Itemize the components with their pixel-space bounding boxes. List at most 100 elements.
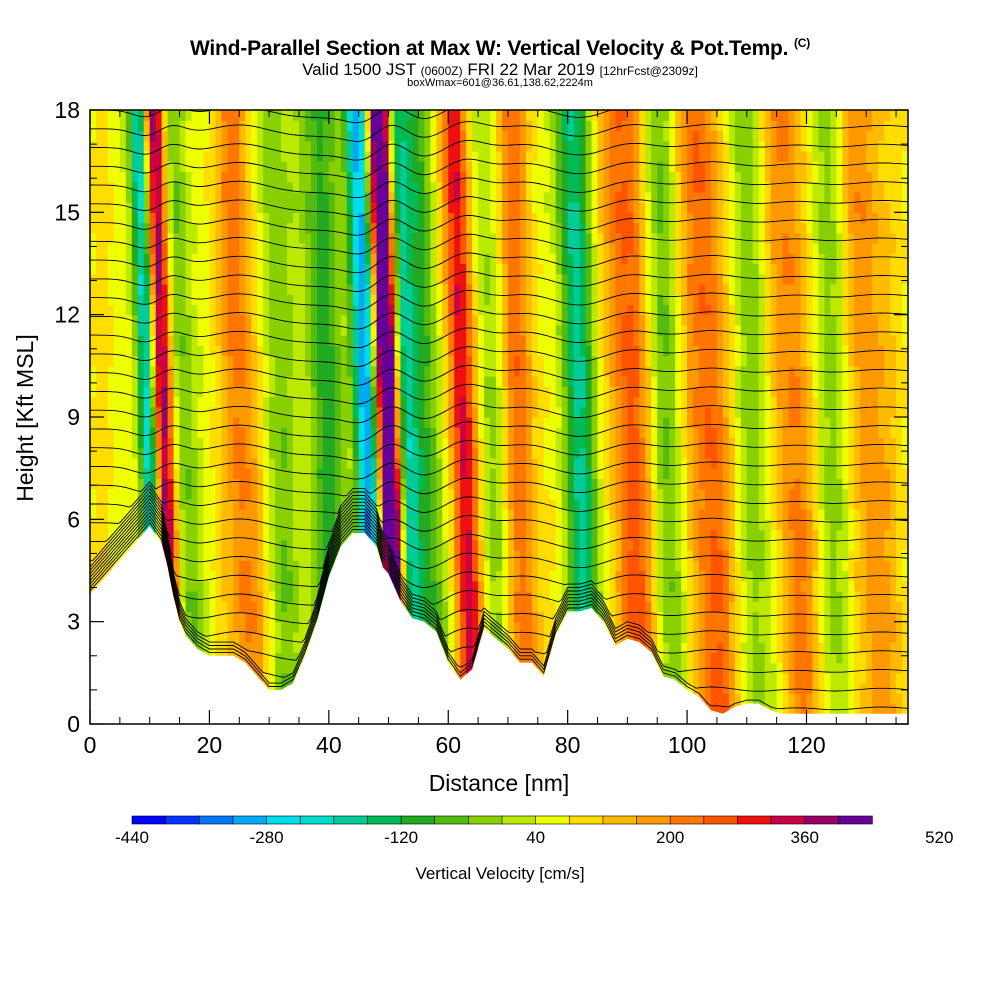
velocity-cell [710, 652, 718, 664]
velocity-cell [507, 437, 515, 449]
velocity-cell [352, 468, 360, 479]
velocity-cell [549, 529, 557, 541]
velocity-cell [245, 652, 252, 664]
velocity-cell [406, 457, 414, 469]
velocity-cell [681, 662, 688, 674]
velocity-cell [436, 570, 443, 582]
velocity-cell [173, 468, 181, 479]
velocity-cell [501, 488, 509, 500]
velocity-cell [125, 345, 133, 357]
velocity-cell [215, 437, 222, 449]
velocity-cell [830, 457, 837, 469]
velocity-cell [346, 427, 354, 439]
velocity-cell [555, 611, 563, 623]
velocity-cell [561, 457, 569, 469]
velocity-cell [131, 417, 139, 428]
velocity-cell [316, 417, 324, 428]
velocity-cell [579, 498, 587, 510]
velocity-cell [537, 601, 545, 613]
velocity-cell [537, 376, 545, 387]
velocity-cell [675, 601, 682, 613]
velocity-cell [722, 529, 730, 541]
velocity-cell [788, 396, 796, 408]
velocity-cell [830, 355, 837, 367]
velocity-cell [496, 550, 503, 561]
velocity-cell [90, 396, 97, 408]
velocity-cell [197, 498, 205, 510]
velocity-cell [830, 396, 837, 408]
velocity-cell [675, 672, 682, 684]
velocity-cell [651, 478, 658, 490]
velocity-cell [884, 427, 891, 439]
velocity-cell [287, 406, 294, 418]
velocity-cell [221, 355, 228, 367]
velocity-cell [101, 365, 109, 377]
velocity-cell [627, 601, 634, 613]
velocity-cell [501, 365, 509, 377]
velocity-cell [854, 560, 861, 572]
velocity-cell [555, 488, 563, 500]
velocity-cell [770, 672, 778, 684]
velocity-cell [531, 488, 539, 500]
velocity-cell [364, 345, 372, 357]
velocity-cell [609, 529, 617, 541]
velocity-cell [579, 560, 587, 572]
velocity-cell [699, 406, 706, 418]
velocity-cell [436, 406, 443, 418]
velocity-cell [555, 417, 563, 428]
velocity-cell [209, 621, 216, 633]
velocity-cell [758, 509, 766, 520]
velocity-cell [704, 396, 712, 408]
velocity-cell [316, 457, 324, 469]
velocity-cell [752, 386, 760, 398]
forecast-info: [12hrFcst@2309z] [599, 64, 698, 78]
velocity-cell [776, 580, 784, 592]
velocity-cell [651, 376, 658, 387]
velocity-cell [143, 468, 151, 479]
velocity-cell [884, 396, 891, 408]
velocity-cell [704, 376, 712, 387]
velocity-cell [203, 355, 211, 367]
velocity-cell [221, 539, 228, 551]
valid-prefix: Valid 1500 JST [302, 60, 416, 79]
velocity-cell [316, 437, 324, 449]
velocity-cell [896, 355, 903, 367]
velocity-cell [878, 539, 885, 551]
velocity-cell [627, 570, 634, 582]
velocity-cell [794, 652, 802, 664]
velocity-cell [567, 427, 575, 439]
velocity-cell [716, 601, 724, 613]
velocity-cell [442, 365, 449, 377]
velocity-cell [549, 488, 557, 500]
velocity-cell [687, 539, 694, 551]
velocity-cell [430, 509, 437, 520]
velocity-cell [197, 488, 205, 500]
velocity-cell [221, 611, 228, 623]
velocity-cell [310, 437, 318, 449]
velocity-cell [490, 580, 497, 592]
velocity-cell [878, 437, 885, 449]
velocity-cell [830, 529, 837, 541]
velocity-cell [221, 621, 228, 633]
velocity-cell [579, 519, 587, 531]
velocity-cell [716, 652, 724, 664]
velocity-cell [555, 478, 563, 490]
velocity-cell [651, 580, 658, 592]
velocity-cell [675, 550, 682, 561]
velocity-cell [884, 693, 891, 705]
velocity-cell [203, 570, 211, 582]
velocity-cell [836, 621, 843, 633]
velocity-cell [716, 611, 724, 623]
velocity-cell [585, 365, 593, 377]
velocity-cell [537, 642, 545, 653]
velocity-cell [537, 590, 545, 602]
velocity-cell [304, 427, 312, 439]
velocity-cell [173, 519, 181, 531]
velocity-cell [304, 437, 312, 449]
velocity-cell [758, 693, 766, 705]
velocity-cell [519, 376, 527, 387]
velocity-cell [233, 427, 240, 439]
velocity-cell [472, 580, 479, 592]
velocity-cell [830, 406, 837, 418]
velocity-cell [627, 498, 634, 510]
